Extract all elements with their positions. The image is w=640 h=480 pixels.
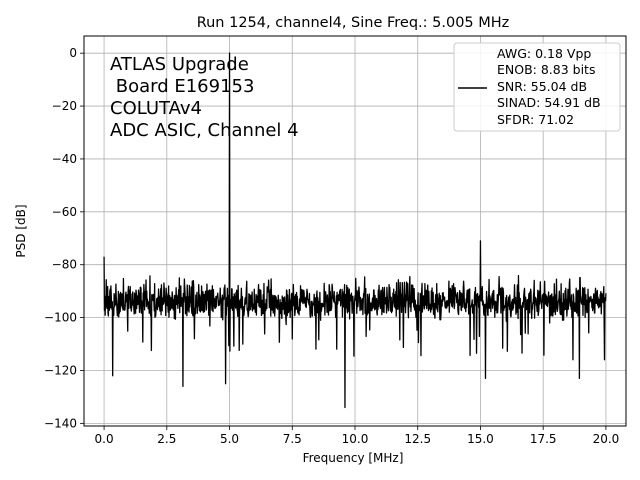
legend-text: SFDR: 71.02 (497, 112, 574, 127)
x-tick-label: 7.5 (283, 432, 302, 446)
psd-series (103, 52, 607, 409)
x-tick-label: 12.5 (404, 432, 431, 446)
legend-text: SINAD: 54.91 dB (497, 95, 601, 110)
x-tick-label: 17.5 (530, 432, 557, 446)
y-tick-label: −20 (52, 99, 77, 113)
y-tick-label: −40 (52, 152, 77, 166)
chart-title: Run 1254, channel4, Sine Freq.: 5.005 MH… (197, 15, 510, 31)
legend: AWG: 0.18 Vpp ENOB: 8.83 bits SNR: 55.04… (453, 42, 621, 132)
y-tick-label: −100 (44, 311, 77, 325)
y-tick-label: 0 (69, 46, 77, 60)
x-tick-label: 15.0 (467, 432, 494, 446)
x-tick-label: 20.0 (593, 432, 620, 446)
y-tick-label: −140 (44, 416, 77, 430)
y-tick-label: −80 (52, 258, 77, 272)
legend-text: ENOB: 8.83 bits (497, 62, 595, 77)
legend-box (453, 42, 621, 132)
x-tick-label: 5.0 (220, 432, 239, 446)
annotation-line: ATLAS Upgrade (110, 54, 249, 75)
x-tick-label: 10.0 (342, 432, 369, 446)
axis-ticks: 0.0 2.5 5.0 7.5 10.0 12.5 15.0 17.5 20.0 0 −20 −40 −… (44, 46, 619, 446)
y-tick-label: −120 (44, 363, 77, 377)
annotation-line: ADC ASIC, Channel 4 (110, 120, 299, 141)
legend-text: AWG: 0.18 Vpp (497, 46, 591, 61)
y-axis-label: PSD [dB] (14, 204, 28, 257)
annotation-line: COLUTAv4 (110, 98, 202, 119)
x-tick-label: 0.0 (95, 432, 114, 446)
run-annotation: ATLAS Upgrade Board E169153 COLUTAv4 ADC… (110, 54, 299, 141)
x-axis-label: Frequency [MHz] (303, 451, 404, 465)
annotation-line: Board E169153 (110, 76, 254, 97)
legend-text: SNR: 55.04 dB (497, 79, 587, 94)
y-tick-label: −60 (52, 205, 77, 219)
x-tick-label: 2.5 (157, 432, 176, 446)
psd-line (103, 52, 607, 409)
